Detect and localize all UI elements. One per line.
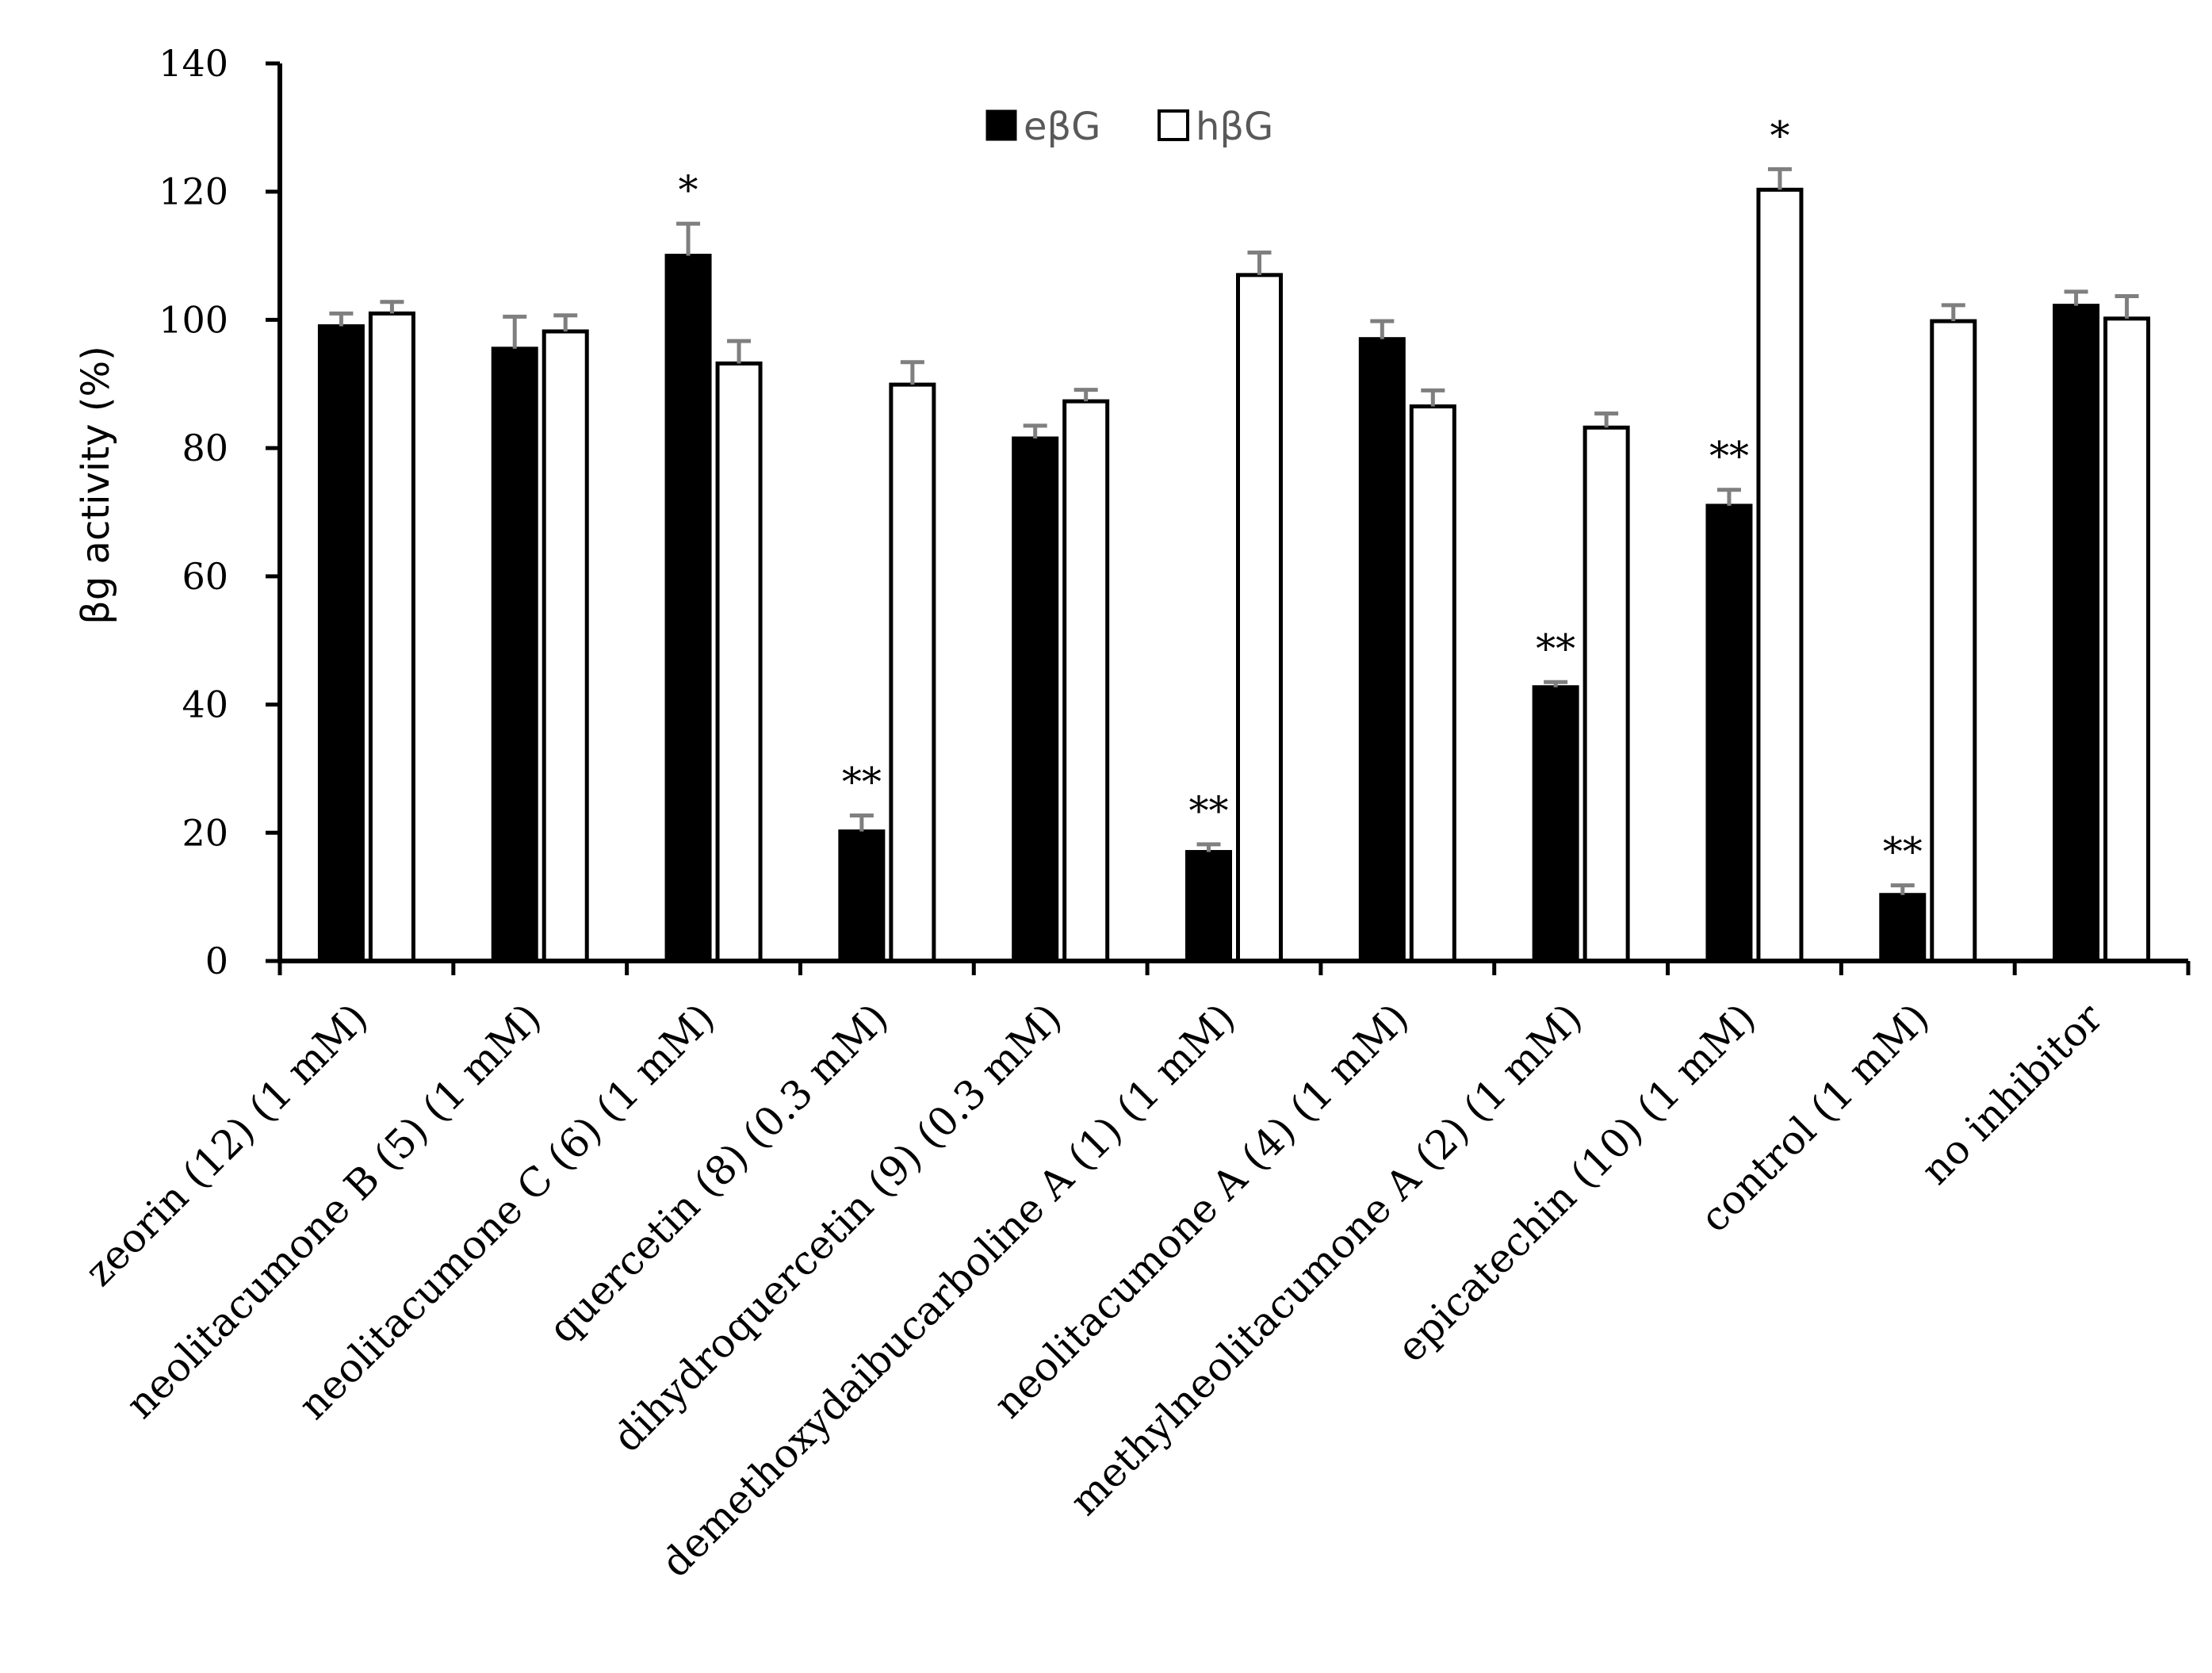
x-tick-label-10: no inhibitor: [1912, 994, 2111, 1193]
bar-ebg-1: [491, 346, 538, 963]
y-axis-title: βg activity (%): [74, 346, 118, 625]
bar-ebg-10: [2053, 304, 2100, 963]
bar-hbg-9: [1930, 319, 1977, 963]
significance-ebg-3: **: [842, 759, 882, 805]
y-tick-label-0: 0: [205, 940, 228, 982]
bar-hbg-0: [368, 311, 415, 963]
bar-hbg-7: [1582, 425, 1630, 963]
bar-hbg-10: [2103, 316, 2151, 963]
bar-ebg-0: [317, 324, 365, 963]
significance-hbg-8: *: [1770, 113, 1789, 159]
legend-label-ebg: eβG: [1024, 105, 1100, 149]
bar-ebg-9: [1879, 893, 1927, 963]
bar-hbg-4: [1062, 399, 1110, 963]
bar-ebg-4: [1012, 436, 1059, 963]
significance-ebg-7: **: [1536, 626, 1575, 672]
y-tick-label-6: 120: [159, 170, 228, 213]
significance-ebg-2: *: [679, 167, 698, 213]
x-tick-label-3: quercetin (8) (0.3 mM): [540, 994, 897, 1352]
y-tick-label-5: 100: [159, 298, 228, 341]
legend-label-hbg: hβG: [1196, 105, 1273, 149]
legend-swatch-ebg: [985, 109, 1017, 141]
bar-ebg-8: [1705, 503, 1753, 963]
bar-ebg-7: [1532, 685, 1579, 963]
bar-hbg-8: [1756, 187, 1804, 963]
y-tick-label-3: 60: [182, 555, 228, 598]
bar-hbg-3: [889, 382, 936, 963]
bar-hbg-5: [1236, 273, 1283, 963]
bar-hbg-1: [542, 329, 589, 963]
significance-ebg-5: **: [1189, 788, 1229, 834]
legend: eβG hβG: [985, 105, 1273, 149]
x-tick-label-0: zeorin (12) (1 mM): [76, 994, 377, 1295]
axes-layer: [266, 61, 2191, 975]
x-tick-label-8: epicatechin (10) (1 mM): [1388, 994, 1765, 1371]
significance-ebg-9: **: [1883, 829, 1923, 875]
y-tick-label-2: 40: [182, 683, 228, 726]
bar-ebg-6: [1358, 337, 1406, 963]
bars-layer: [317, 167, 2151, 963]
bar-ebg-5: [1185, 850, 1232, 963]
y-tick-label-7: 140: [159, 42, 228, 85]
significance-ebg-8: **: [1709, 434, 1749, 480]
bar-hbg-6: [1409, 404, 1456, 963]
legend-swatch-hbg: [1158, 109, 1189, 141]
y-tick-label-1: 20: [182, 811, 228, 854]
bar-ebg-3: [838, 829, 886, 963]
bar-hbg-2: [715, 361, 763, 963]
y-tick-label-4: 80: [182, 427, 228, 469]
bar-ebg-2: [664, 254, 712, 963]
